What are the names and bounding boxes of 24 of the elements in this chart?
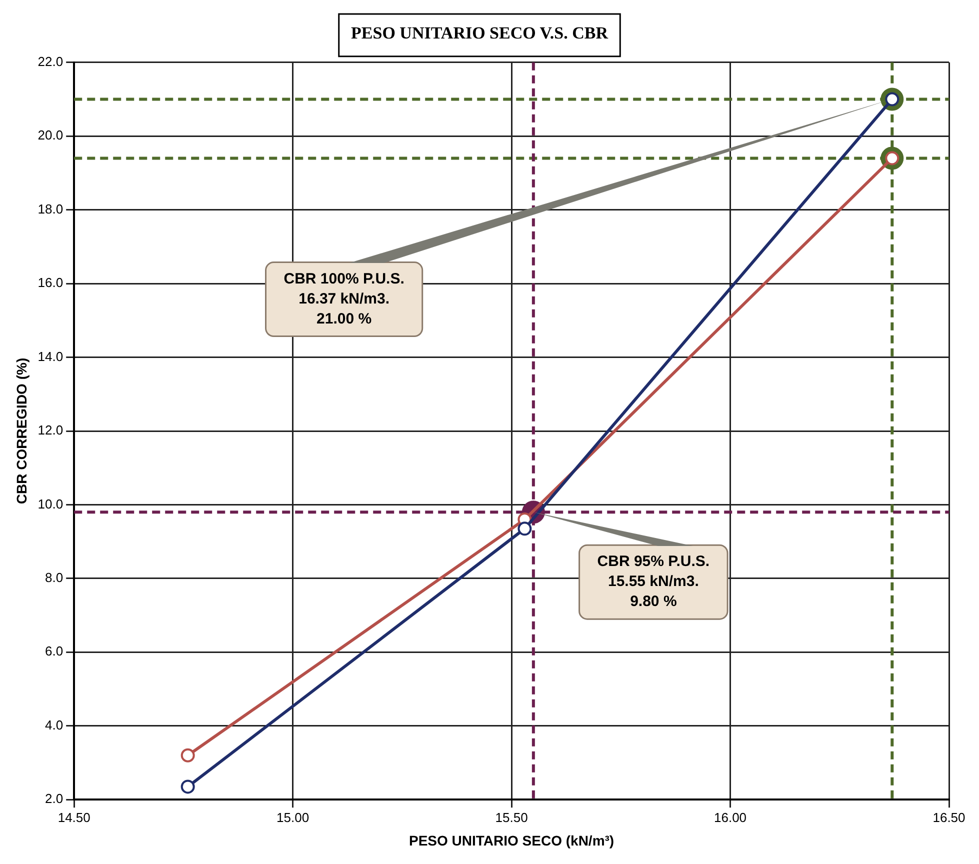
y-tick-label: 12.0 [38, 422, 64, 438]
x-tick-label: 14.50 [58, 810, 90, 825]
annotation: CBR 100% P.U.S. 16.37 kN/m3. 21.00 % [284, 270, 404, 328]
point [518, 522, 532, 536]
y-tick-label: 16.0 [38, 275, 64, 290]
x-tick-label: 16.00 [714, 810, 747, 825]
y-tick-label: 2.0 [45, 791, 64, 806]
y-tick-label: 10.0 [38, 496, 64, 512]
y-tick-label: 18.0 [38, 201, 64, 216]
point [180, 748, 195, 762]
y-tick-label: 8.0 [45, 570, 64, 586]
point [180, 780, 195, 794]
x-tick-label: 16.50 [932, 810, 966, 825]
y-tick-label: 6.0 [45, 644, 64, 659]
x-tick-label: 15.00 [276, 810, 310, 825]
y-tick-label: 22.0 [38, 54, 64, 69]
y-tick-label: 4.0 [45, 717, 64, 732]
annotation: CBR 95% P.U.S. 15.55 kN/m3. 9.80 % [597, 553, 710, 610]
y-tick-label: 20.0 [38, 128, 64, 143]
y-axis-title: CBR CORREGIDO (%) [13, 358, 30, 504]
chart-title: PESO UNITARIO SECO V.S. CBR [351, 24, 609, 43]
y-tick-label: 14.0 [38, 348, 64, 364]
x-tick-label: 15.50 [495, 810, 528, 825]
x-axis-title: PESO UNITARIO SECO (kN/m³) [409, 832, 614, 848]
